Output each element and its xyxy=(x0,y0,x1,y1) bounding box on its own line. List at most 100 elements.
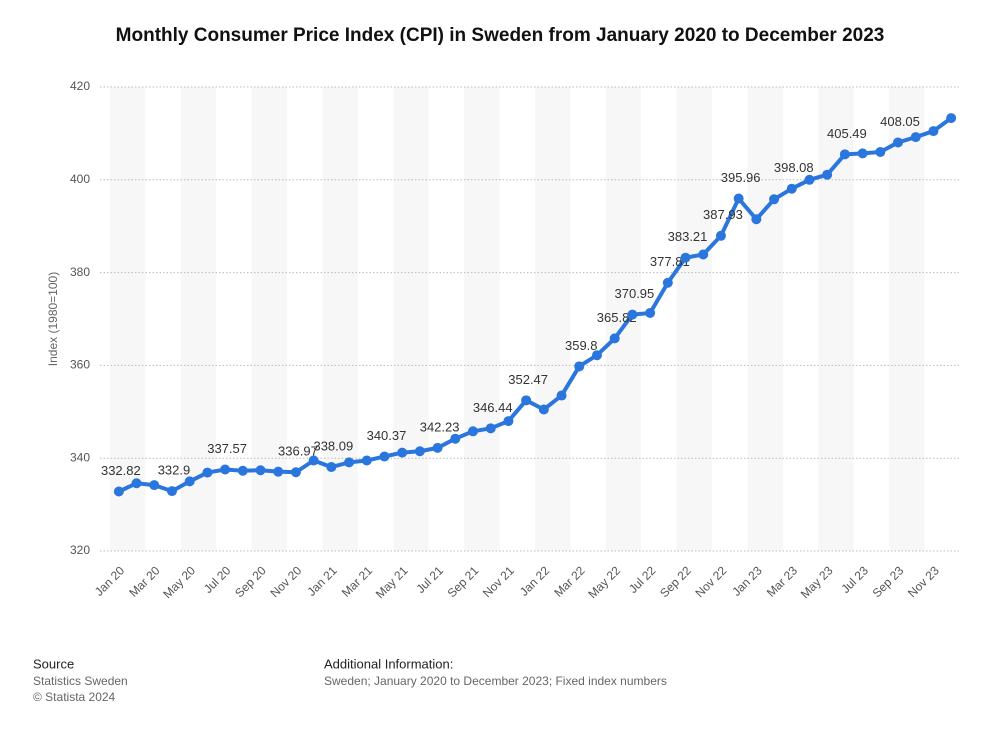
point xyxy=(468,426,479,437)
data-label: 408.05 xyxy=(880,114,920,129)
point xyxy=(237,465,248,476)
point xyxy=(662,277,673,288)
source: Statistics Sweden xyxy=(33,674,128,688)
x-tick-label: Jul 20 xyxy=(201,563,234,596)
data-label: 332.82 xyxy=(101,463,141,478)
point xyxy=(609,333,620,344)
point xyxy=(414,446,425,457)
point xyxy=(698,249,709,260)
plot-band xyxy=(110,87,146,551)
source-heading: Source xyxy=(33,656,74,671)
point xyxy=(786,183,797,194)
plot-band xyxy=(853,87,890,551)
data-label: 405.49 xyxy=(827,126,867,141)
plot-band xyxy=(747,87,783,551)
point xyxy=(875,146,886,157)
point xyxy=(733,193,744,204)
info-heading: Additional Information: xyxy=(324,656,453,671)
point xyxy=(538,404,549,415)
point xyxy=(131,478,142,489)
point xyxy=(326,462,337,473)
point xyxy=(308,455,319,466)
point xyxy=(591,350,602,361)
data-label: 370.95 xyxy=(615,286,655,301)
data-label: 377.81 xyxy=(650,254,690,269)
point xyxy=(379,451,390,462)
point xyxy=(556,390,567,401)
data-label: 332.9 xyxy=(158,463,191,478)
point xyxy=(822,169,833,180)
point xyxy=(627,309,638,320)
point xyxy=(184,476,195,487)
y-tick-label: 340 xyxy=(70,450,90,464)
point xyxy=(574,361,585,372)
plot-band xyxy=(322,87,358,551)
plot-band xyxy=(357,87,394,551)
plot-band xyxy=(676,87,713,551)
x-tick-label: May 22 xyxy=(585,563,623,601)
plot-band xyxy=(216,87,252,551)
info: Sweden; January 2020 to December 2023; F… xyxy=(324,674,667,688)
point xyxy=(450,433,461,444)
point xyxy=(432,442,443,453)
x-tick-label: Jan 20 xyxy=(92,563,128,599)
point xyxy=(344,457,355,468)
point xyxy=(255,465,266,476)
plot-band xyxy=(570,87,606,551)
plot-band xyxy=(535,87,571,551)
x-tick-label: Jul 22 xyxy=(626,563,659,596)
x-tick-label: Sep 20 xyxy=(232,563,269,600)
plot-band xyxy=(782,87,819,551)
data-label: 365.82 xyxy=(597,310,637,325)
data-label: 337.57 xyxy=(207,441,247,456)
point xyxy=(220,464,231,475)
x-tick-label: Sep 23 xyxy=(870,563,907,600)
point xyxy=(149,480,160,491)
point xyxy=(928,126,939,137)
chart-title: Monthly Consumer Price Index (CPI) in Sw… xyxy=(116,25,885,46)
x-tick-label: Jul 23 xyxy=(838,563,871,596)
plot-band xyxy=(641,87,677,551)
plot-band xyxy=(712,87,748,551)
point xyxy=(113,486,124,497)
plot-band xyxy=(464,87,500,551)
plot-band xyxy=(428,87,465,551)
point xyxy=(521,395,532,406)
plot-band xyxy=(889,87,925,551)
x-tick-label: Mar 22 xyxy=(551,563,588,600)
plot-band xyxy=(499,87,535,551)
point xyxy=(946,113,957,124)
point xyxy=(361,455,372,466)
x-tick-label: May 20 xyxy=(160,563,198,601)
point xyxy=(715,230,726,241)
x-tick-label: Nov 21 xyxy=(480,563,517,600)
point xyxy=(503,416,514,427)
x-tick-label: May 21 xyxy=(373,563,411,601)
point xyxy=(273,466,284,477)
point xyxy=(893,137,904,148)
data-label: 338.09 xyxy=(313,438,353,453)
point xyxy=(680,252,691,263)
x-tick-label: Jan 23 xyxy=(729,563,765,599)
y-tick-label: 360 xyxy=(70,358,90,372)
data-label: 383.21 xyxy=(668,229,708,244)
x-tick-label: Mar 21 xyxy=(339,563,376,600)
x-tick-label: Nov 20 xyxy=(268,563,305,600)
x-tick-label: Sep 21 xyxy=(445,563,482,600)
point xyxy=(910,132,921,143)
point xyxy=(839,149,850,160)
data-label: 395.96 xyxy=(721,170,761,185)
point xyxy=(804,174,815,185)
x-tick-label: Sep 22 xyxy=(657,563,694,600)
y-tick-label: 400 xyxy=(70,172,90,186)
data-label: 336.97 xyxy=(278,444,318,459)
point xyxy=(645,307,656,318)
point xyxy=(769,194,780,205)
x-tick-label: Nov 22 xyxy=(693,563,730,600)
data-label: 359.8 xyxy=(565,338,598,353)
point xyxy=(397,447,408,458)
point xyxy=(485,423,496,434)
x-tick-label: Mar 20 xyxy=(126,563,163,600)
point xyxy=(202,467,213,478)
plot-band xyxy=(924,87,960,551)
